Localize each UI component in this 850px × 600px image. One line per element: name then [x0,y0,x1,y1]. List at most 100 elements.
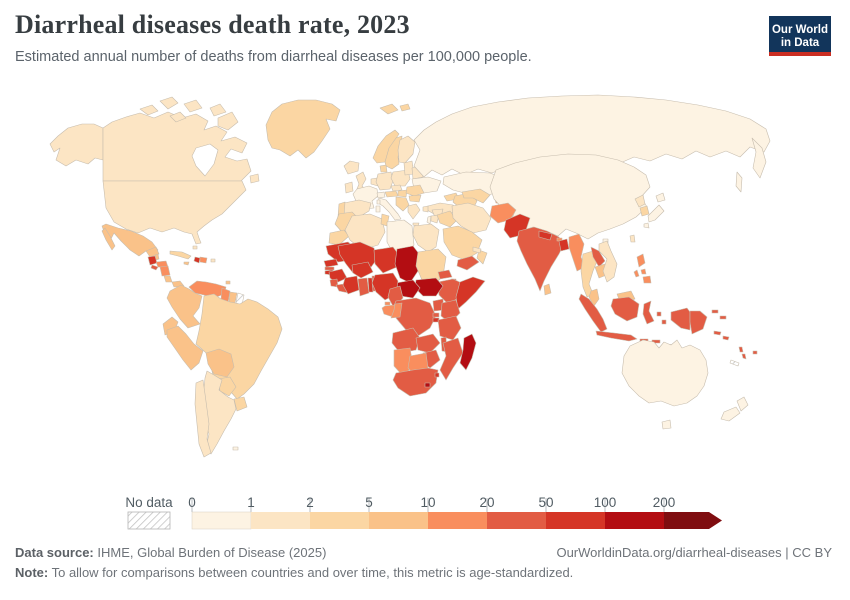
country-japan-honshu[interactable] [647,204,665,223]
country-iceland[interactable] [343,160,360,175]
country-philippines-mindanao[interactable] [642,275,652,284]
country-philippines-luzon[interactable] [636,253,646,268]
country-cuba[interactable] [169,250,192,260]
country-vietnam[interactable] [598,240,618,283]
country-somalia[interactable] [455,276,486,310]
country-finland[interactable] [397,135,416,164]
country-russia[interactable] [413,94,771,178]
country-svalbard[interactable] [399,103,411,112]
country-burkina-faso[interactable] [351,261,374,279]
country-germany[interactable] [375,171,394,191]
country-kamchatka[interactable] [751,137,767,179]
legend-bin-5[interactable] [487,512,546,529]
country-png-islands[interactable] [711,309,719,314]
country-guatemala[interactable] [147,255,158,266]
country-eritrea[interactable] [437,269,453,280]
country-greenland[interactable] [265,99,341,159]
country-bahamas[interactable] [192,245,198,250]
country-chile[interactable] [194,379,212,458]
country-nicaragua[interactable] [159,265,171,277]
country-falkland-islands[interactable] [232,446,239,451]
country-indonesia-sumatra[interactable] [578,293,608,333]
country-balkans[interactable] [395,196,410,212]
country-canada-island[interactable] [183,99,203,113]
country-haiti[interactable] [193,256,201,264]
country-jordan[interactable] [430,214,440,224]
country-vanuatu[interactable] [738,346,744,353]
country-denmark[interactable] [379,164,388,173]
country-newfoundland[interactable] [249,173,260,184]
legend-bin-0[interactable] [191,511,252,530]
country-jamaica[interactable] [183,261,190,266]
country-algeria[interactable] [344,213,386,251]
legend-bin-1[interactable] [251,512,310,529]
country-lesotho[interactable] [424,382,431,388]
country-mozambique[interactable] [439,337,464,381]
country-greece[interactable] [407,203,421,220]
country-israel[interactable] [426,215,432,225]
country-iraq[interactable] [436,210,458,228]
country-western-sahara[interactable] [328,229,350,246]
country-tasmania[interactable] [661,419,672,430]
country-malaysia-peninsula[interactable] [588,288,600,307]
country-usa[interactable] [102,180,247,245]
country-taiwan[interactable] [629,234,636,243]
country-costa-rica[interactable] [163,275,173,283]
country-paraguay[interactable] [217,376,237,397]
country-papua-new-guinea[interactable] [689,310,708,335]
owid-url-link[interactable]: OurWorldinData.org/diarrheal-diseases | … [556,545,832,560]
country-rwanda[interactable] [432,312,440,318]
country-equatorial-guinea[interactable] [384,301,391,306]
country-philippines-visayas[interactable] [640,268,647,275]
country-dominican-republic[interactable] [199,256,208,264]
country-nepal[interactable] [538,230,553,241]
country-baffin-island[interactable] [217,111,239,131]
country-mexico-baja[interactable] [101,227,116,251]
country-togo[interactable] [367,277,374,293]
country-australia[interactable] [621,339,709,407]
country-philippines-palawan[interactable] [633,269,640,278]
country-sardinia[interactable] [375,205,381,213]
legend-bin-4[interactable] [428,512,487,529]
country-indonesia-maluku[interactable] [656,311,662,317]
country-el-salvador[interactable] [150,264,159,271]
legend-bin-6[interactable] [546,512,605,529]
country-eswatini[interactable] [434,372,440,378]
legend-bin-7[interactable] [605,512,664,529]
country-tanzania[interactable] [437,315,462,341]
country-saudi-arabia[interactable] [442,225,483,261]
country-png-islands[interactable] [719,315,727,320]
country-hungary[interactable] [397,189,408,198]
country-switzerland[interactable] [376,191,386,199]
country-canada-island[interactable] [209,103,227,117]
country-bangladesh[interactable] [558,238,570,252]
country-turkey-west[interactable] [422,205,429,213]
country-uae[interactable] [472,246,482,254]
country-fiji[interactable] [752,350,758,355]
country-uzbekistan[interactable] [461,188,491,204]
country-peru[interactable] [166,325,204,371]
country-egypt[interactable] [412,223,440,253]
country-madagascar[interactable] [459,333,477,371]
country-puerto-rico[interactable] [210,258,216,263]
country-south-korea[interactable] [639,205,650,217]
country-congo[interactable] [390,302,403,319]
country-czechia[interactable] [390,184,403,192]
country-senegal[interactable] [323,258,339,268]
legend-no-data-swatch[interactable] [127,511,171,530]
country-bolivia[interactable] [205,348,235,378]
country-canada-island[interactable] [169,111,187,123]
country-laos[interactable] [590,246,606,268]
country-japan-hokkaido[interactable] [655,192,666,203]
country-new-caledonia[interactable] [729,359,740,367]
country-angola[interactable] [391,327,421,354]
country-romania[interactable] [405,184,425,197]
country-suriname[interactable] [228,291,238,304]
country-iran[interactable] [451,202,492,234]
country-indonesia-kalimantan[interactable] [610,296,640,322]
country-colombia[interactable] [166,284,203,329]
country-trinidad[interactable] [225,280,231,285]
country-vanuatu[interactable] [741,353,747,360]
country-gabon[interactable] [381,304,396,318]
country-indonesia-java[interactable] [595,330,638,342]
